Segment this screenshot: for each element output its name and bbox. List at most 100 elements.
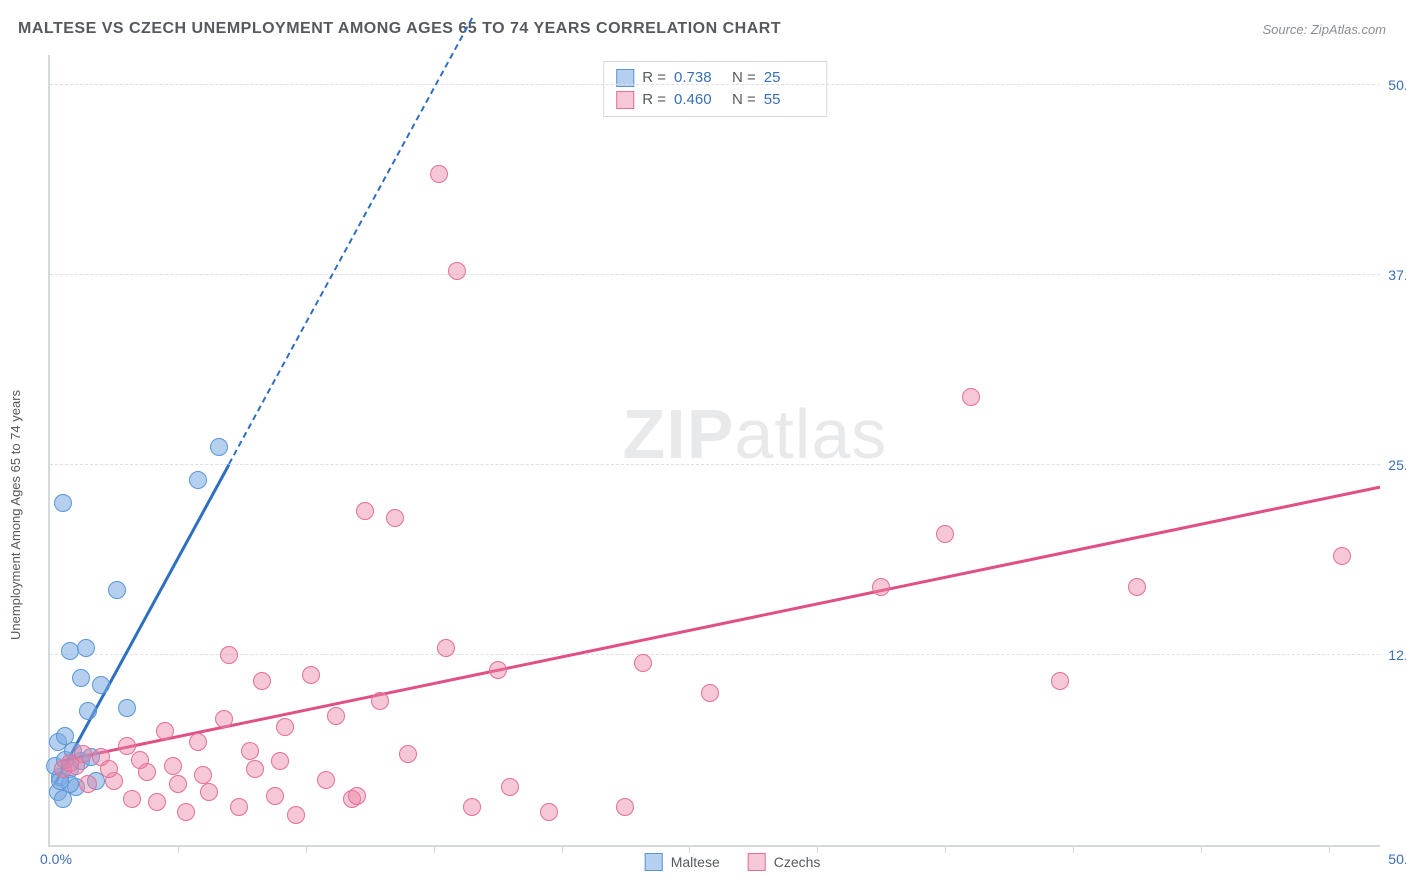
y-tick-label: 37.5%	[1384, 267, 1406, 283]
data-point	[220, 646, 238, 664]
data-point	[200, 783, 218, 801]
gridline	[50, 654, 1380, 655]
data-point	[131, 751, 149, 769]
data-point	[169, 775, 187, 793]
data-point	[356, 502, 374, 520]
data-point	[501, 778, 519, 796]
data-point	[148, 793, 166, 811]
page-root: MALTESE VS CZECH UNEMPLOYMENT AMONG AGES…	[0, 0, 1406, 892]
data-point	[399, 745, 417, 763]
swatch-icon	[748, 853, 766, 871]
data-point	[189, 471, 207, 489]
data-point	[701, 684, 719, 702]
x-tick	[306, 845, 307, 853]
x-tick	[178, 845, 179, 853]
x-tick	[562, 845, 563, 853]
stat-n-value: 55	[764, 89, 814, 111]
gridline	[50, 84, 1380, 85]
x-tick	[817, 845, 818, 853]
plot-area: ZIPatlas R = 0.738 N = 25 R = 0.460 N = …	[48, 55, 1380, 847]
stat-r-label: R =	[642, 89, 666, 111]
data-point	[327, 707, 345, 725]
data-point	[463, 798, 481, 816]
swatch-icon	[616, 91, 634, 109]
data-point	[253, 672, 271, 690]
data-point	[230, 798, 248, 816]
data-point	[215, 710, 233, 728]
legend-label: Czechs	[774, 854, 821, 870]
data-point	[302, 666, 320, 684]
y-tick-label: 25.0%	[1384, 457, 1406, 473]
y-axis-label: Unemployment Among Ages 65 to 74 years	[8, 390, 23, 640]
data-point	[1333, 547, 1351, 565]
y-tick-label: 12.5%	[1384, 647, 1406, 663]
data-point	[118, 699, 136, 717]
y-tick-label: 50.0%	[1384, 77, 1406, 93]
legend-label: Maltese	[671, 854, 720, 870]
data-point	[271, 752, 289, 770]
data-point	[210, 438, 228, 456]
x-axis-origin-label: 0.0%	[40, 851, 72, 867]
data-point	[246, 760, 264, 778]
stat-r-value: 0.460	[674, 89, 724, 111]
data-point	[77, 639, 95, 657]
data-point	[317, 771, 335, 789]
data-point	[616, 798, 634, 816]
chart-title: MALTESE VS CZECH UNEMPLOYMENT AMONG AGES…	[18, 20, 781, 38]
stat-n-label: N =	[732, 67, 756, 89]
data-point	[872, 578, 890, 596]
stat-n-label: N =	[732, 89, 756, 111]
data-point	[156, 722, 174, 740]
stats-row: R = 0.460 N = 55	[616, 89, 814, 111]
data-point	[448, 262, 466, 280]
trendline	[63, 486, 1381, 762]
data-point	[1051, 672, 1069, 690]
x-tick	[1201, 845, 1202, 853]
legend: Maltese Czechs	[645, 853, 821, 871]
watermark: ZIPatlas	[623, 394, 888, 474]
data-point	[489, 661, 507, 679]
stat-n-value: 25	[764, 67, 814, 89]
data-point	[1128, 578, 1146, 596]
data-point	[936, 525, 954, 543]
x-tick	[945, 845, 946, 853]
data-point	[276, 718, 294, 736]
data-point	[74, 745, 92, 763]
stat-r-label: R =	[642, 67, 666, 89]
gridline	[50, 464, 1380, 465]
swatch-icon	[645, 853, 663, 871]
data-point	[164, 757, 182, 775]
data-point	[194, 766, 212, 784]
data-point	[79, 702, 97, 720]
data-point	[108, 581, 126, 599]
data-point	[72, 669, 90, 687]
x-axis-max-label: 50.0%	[1384, 851, 1406, 867]
data-point	[371, 692, 389, 710]
data-point	[266, 787, 284, 805]
data-point	[540, 803, 558, 821]
stat-r-value: 0.738	[674, 67, 724, 89]
data-point	[100, 760, 118, 778]
data-point	[189, 733, 207, 751]
data-point	[177, 803, 195, 821]
x-tick	[689, 845, 690, 853]
data-point	[962, 388, 980, 406]
data-point	[634, 654, 652, 672]
source-attribution: Source: ZipAtlas.com	[1262, 22, 1386, 37]
data-point	[54, 494, 72, 512]
correlation-stats-box: R = 0.738 N = 25 R = 0.460 N = 55	[603, 61, 827, 117]
data-point	[287, 806, 305, 824]
x-tick	[1329, 845, 1330, 853]
legend-item: Czechs	[748, 853, 821, 871]
data-point	[241, 742, 259, 760]
x-tick	[1073, 845, 1074, 853]
data-point	[437, 639, 455, 657]
data-point	[430, 165, 448, 183]
legend-item: Maltese	[645, 853, 720, 871]
data-point	[79, 775, 97, 793]
data-point	[123, 790, 141, 808]
data-point	[348, 787, 366, 805]
x-tick	[434, 845, 435, 853]
data-point	[386, 509, 404, 527]
gridline	[50, 274, 1380, 275]
